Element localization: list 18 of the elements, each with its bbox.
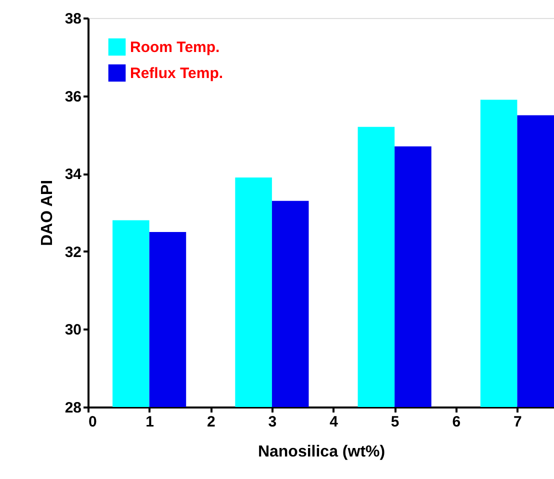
x-tick-label: 1	[146, 414, 154, 430]
x-axis-title: Nanosilica (wt%)	[258, 444, 386, 460]
y-tick-label: 28	[64, 400, 82, 416]
legend-label: Reflux Temp.	[130, 65, 224, 82]
x-tick-label: 5	[390, 414, 400, 430]
x-tick-label: 2	[206, 414, 216, 430]
y-tick-label: 30	[64, 322, 82, 339]
y-tick-label: 34	[64, 166, 82, 184]
x-tick-label: 7	[514, 414, 522, 430]
x-tick-label: 0	[88, 414, 97, 430]
y-axis-title: DAO API	[38, 180, 56, 246]
x-tick-label: 3	[268, 414, 277, 430]
y-tick-label: 32	[64, 244, 82, 261]
y-tick-label: 38	[64, 10, 82, 28]
y-tick-label: 36	[64, 88, 82, 106]
x-tick-label: 4	[330, 414, 339, 430]
x-tick-label: 6	[452, 414, 461, 430]
legend-label: Room Temp.	[130, 39, 220, 56]
